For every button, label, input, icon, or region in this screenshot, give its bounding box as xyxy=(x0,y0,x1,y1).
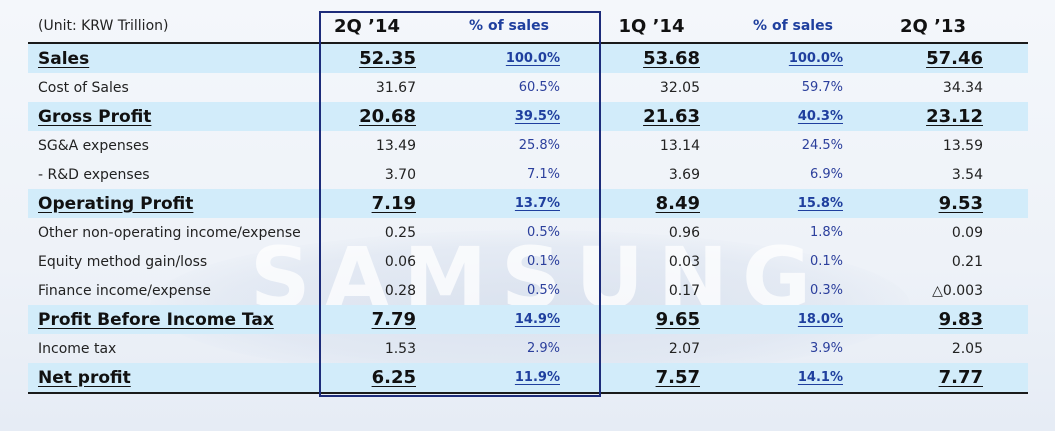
column-header: 1Q ’14 xyxy=(618,15,685,37)
value-cell: 0.09 xyxy=(951,224,983,241)
value-cell: 0.17 xyxy=(668,282,700,299)
value-cell: 53.68 xyxy=(643,48,700,69)
value-cell: 31.67 xyxy=(375,79,416,96)
percent-cell: 0.1% xyxy=(809,254,843,269)
percent-cell: 7.1% xyxy=(526,167,560,182)
percent-cell: 0.5% xyxy=(526,225,560,240)
value-cell: 57.46 xyxy=(926,48,983,69)
table-row: Income tax 1.53 2.9% 2.07 3.9% 2.05 xyxy=(28,334,1028,363)
percent-cell: 11.9% xyxy=(514,370,560,385)
value-cell: 21.63 xyxy=(643,106,700,127)
table-header-row: (Unit: KRW Trillion) 2Q ’14 % of sales 1… xyxy=(28,10,1028,44)
row-label: Sales xyxy=(38,48,90,69)
percent-cell: 14.9% xyxy=(514,312,560,327)
value-cell: △0.003 xyxy=(932,282,983,299)
income-statement-table: (Unit: KRW Trillion) 2Q ’14 % of sales 1… xyxy=(28,10,1028,394)
value-cell: 7.77 xyxy=(938,367,983,388)
row-label: Operating Profit xyxy=(38,193,194,214)
percent-cell: 100.0% xyxy=(505,51,560,66)
value-cell: 20.68 xyxy=(359,106,416,127)
percent-cell: 0.1% xyxy=(526,254,560,269)
row-label: Income tax xyxy=(38,340,117,357)
percent-cell: 14.1% xyxy=(797,370,843,385)
value-cell: 6.25 xyxy=(371,367,416,388)
percent-cell: 6.9% xyxy=(809,167,843,182)
table-row: Equity method gain/loss 0.06 0.1% 0.03 0.1% 0… xyxy=(28,247,1028,276)
value-cell: 0.28 xyxy=(384,282,416,299)
table-row: Other non-operating income/expense 0.25 0.… xyxy=(28,218,1028,247)
percent-cell: 18.0% xyxy=(797,312,843,327)
table-row: Operating Profit 7.19 13.7% 8.49 15.8% 9.53 xyxy=(28,189,1028,218)
value-cell: 52.35 xyxy=(359,48,416,69)
value-cell: 2.05 xyxy=(951,340,983,357)
table-row: Profit Before Income Tax 7.79 14.9% 9.65 18.… xyxy=(28,305,1028,334)
table-row: Cost of Sales 31.67 60.5% 32.05 59.7% 34.34 xyxy=(28,73,1028,102)
value-cell: 7.57 xyxy=(655,367,700,388)
row-label: Profit Before Income Tax xyxy=(38,309,274,330)
value-cell: 1.53 xyxy=(384,340,416,357)
value-cell: 0.03 xyxy=(668,253,700,270)
percent-cell: 15.8% xyxy=(797,196,843,211)
table-row: - R&D expenses 3.70 7.1% 3.69 6.9% 3.54 xyxy=(28,160,1028,189)
table-row: Gross Profit 20.68 39.5% 21.63 40.3% 23.12 xyxy=(28,102,1028,131)
percent-cell: 2.9% xyxy=(526,341,560,356)
value-cell: 32.05 xyxy=(659,79,700,96)
value-cell: 2.07 xyxy=(668,340,700,357)
value-cell: 9.83 xyxy=(938,309,983,330)
row-label: Cost of Sales xyxy=(38,79,129,96)
row-label: Other non-operating income/expense xyxy=(38,224,301,241)
value-cell: 0.06 xyxy=(384,253,416,270)
percent-cell: 0.3% xyxy=(809,283,843,298)
percent-cell: 59.7% xyxy=(801,80,843,95)
value-cell: 13.14 xyxy=(659,137,700,154)
row-label: - R&D expenses xyxy=(38,166,150,183)
value-cell: 23.12 xyxy=(926,106,983,127)
table-row: SG&A expenses 13.49 25.8% 13.14 24.5% 13.59 xyxy=(28,131,1028,160)
percent-cell: 40.3% xyxy=(797,109,843,124)
value-cell: 7.19 xyxy=(371,193,416,214)
percent-cell: 100.0% xyxy=(788,51,843,66)
value-cell: 0.25 xyxy=(384,224,416,241)
value-cell: 13.49 xyxy=(375,137,416,154)
percent-cell: 39.5% xyxy=(514,109,560,124)
value-cell: 3.54 xyxy=(951,166,983,183)
column-header: 2Q ’14 xyxy=(334,15,400,37)
value-cell: 13.59 xyxy=(942,137,983,154)
percent-cell: 24.5% xyxy=(801,138,843,153)
percent-cell: 25.8% xyxy=(518,138,560,153)
table-body: Sales 52.35 100.0% 53.68 100.0% 57.46 Cost of … xyxy=(28,44,1028,394)
table-row: Sales 52.35 100.0% 53.68 100.0% 57.46 xyxy=(28,44,1028,73)
samsung-watermark-logo: SAMSUNG xyxy=(250,238,826,318)
value-cell: 0.96 xyxy=(668,224,700,241)
row-label: Gross Profit xyxy=(38,106,152,127)
value-cell: 34.34 xyxy=(942,79,983,96)
column-header: % of sales xyxy=(469,18,549,34)
percent-cell: 1.8% xyxy=(809,225,843,240)
table-row: Finance income/expense 0.28 0.5% 0.17 0.3% △0… xyxy=(28,276,1028,305)
percent-cell: 60.5% xyxy=(518,80,560,95)
value-cell: 9.65 xyxy=(655,309,700,330)
row-label: SG&A expenses xyxy=(38,137,149,154)
row-label: Equity method gain/loss xyxy=(38,253,208,270)
unit-label: (Unit: KRW Trillion) xyxy=(38,18,169,34)
table-row: Net profit 6.25 11.9% 7.57 14.1% 7.77 xyxy=(28,363,1028,394)
value-cell: 9.53 xyxy=(938,193,983,214)
column-header: % of sales xyxy=(753,18,833,34)
column-header: 2Q ’13 xyxy=(900,15,966,37)
percent-cell: 3.9% xyxy=(809,341,843,356)
value-cell: 3.69 xyxy=(668,166,700,183)
percent-cell: 0.5% xyxy=(526,283,560,298)
value-cell: 8.49 xyxy=(655,193,700,214)
row-label: Net profit xyxy=(38,367,131,388)
value-cell: 7.79 xyxy=(371,309,416,330)
percent-cell: 13.7% xyxy=(514,196,560,211)
value-cell: 3.70 xyxy=(384,166,416,183)
row-label: Finance income/expense xyxy=(38,282,211,299)
value-cell: 0.21 xyxy=(951,253,983,270)
